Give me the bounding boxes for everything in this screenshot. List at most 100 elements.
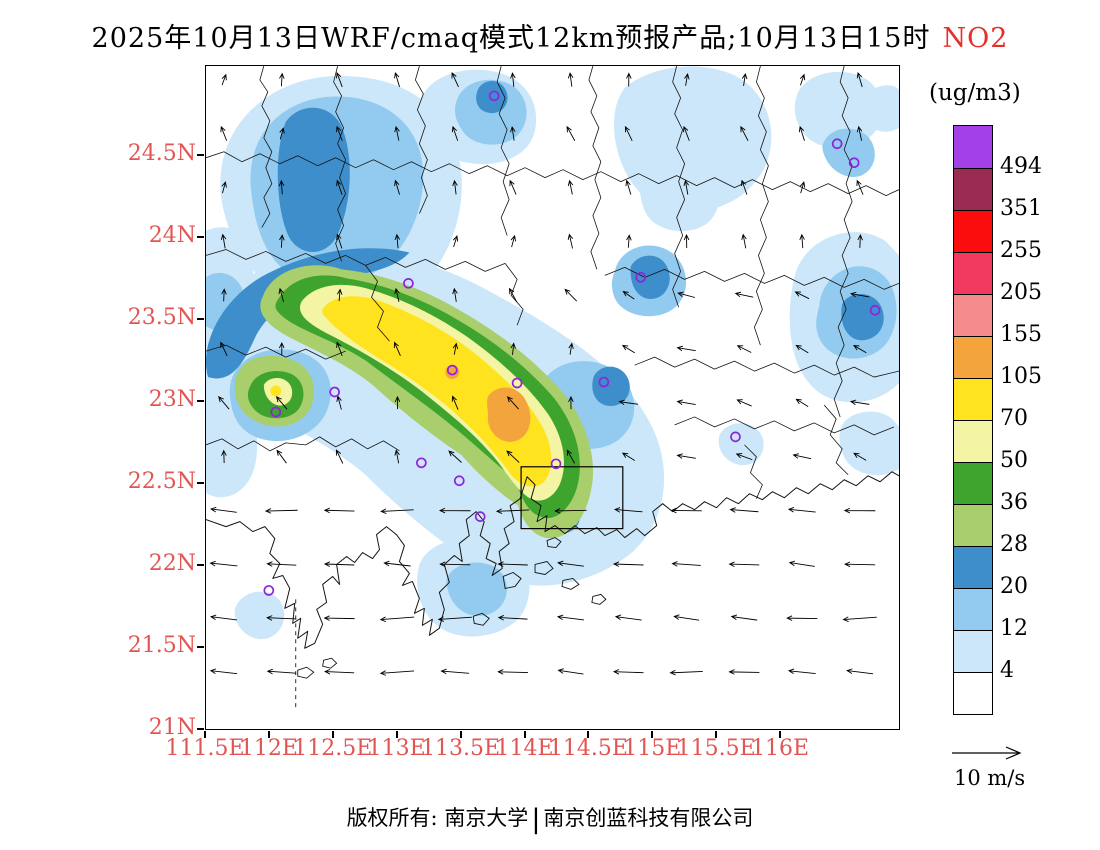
wind-arrow xyxy=(221,449,227,464)
lat-label: 21N xyxy=(148,715,196,740)
wind-arrow xyxy=(440,668,470,675)
wind-arrow xyxy=(730,614,758,621)
coastline-layer xyxy=(206,466,899,710)
colorbar-level-label: 28 xyxy=(1000,532,1028,557)
wind-arrow xyxy=(266,615,297,621)
boundary-lines-layer xyxy=(206,66,899,499)
wind-arrow xyxy=(556,614,584,621)
wind-arrow xyxy=(673,614,700,621)
wind-arrow xyxy=(566,125,576,141)
wind-arrow xyxy=(669,669,703,676)
page-title: 2025年10月13日WRF/cmaq模式12km预报产品;10月13日15时 N… xyxy=(0,16,1100,55)
wind-arrow xyxy=(510,342,516,355)
colorbar-level-label: 155 xyxy=(1000,322,1042,347)
station-marker xyxy=(474,511,486,522)
wind-arrow xyxy=(676,345,696,352)
wind-arrow xyxy=(323,615,355,621)
lon-label: 114E xyxy=(495,736,554,761)
lon-tick xyxy=(204,731,206,738)
wind-arrow xyxy=(221,73,227,86)
wind-arrow xyxy=(624,125,633,141)
colorbar-block xyxy=(954,336,992,378)
wind-arrow xyxy=(452,179,458,195)
wind-arrow xyxy=(728,561,760,567)
wind-arrow xyxy=(452,342,459,355)
wind-arrow xyxy=(842,616,877,622)
lat-tick xyxy=(197,154,204,156)
wind-arrow xyxy=(276,449,287,464)
wind-arrow xyxy=(843,507,876,514)
lat-label: 23N xyxy=(148,387,196,412)
wind-arrow xyxy=(509,287,518,303)
lon-label: 114.5E xyxy=(548,736,628,761)
wind-arrow xyxy=(510,234,517,248)
wind-arrow xyxy=(221,181,227,194)
wind-arrow xyxy=(798,125,805,141)
wind-arrow xyxy=(335,449,344,464)
wind-arrow xyxy=(394,179,400,195)
station-marker xyxy=(263,585,275,596)
colorbar-block xyxy=(954,630,992,672)
wind-arrow xyxy=(379,670,415,676)
station-marker xyxy=(453,475,465,487)
colorbar xyxy=(953,125,993,715)
lon-label: 116E xyxy=(751,736,810,761)
lat-tick xyxy=(197,482,204,484)
wind-arrow xyxy=(741,233,747,249)
wind-arrow xyxy=(857,234,863,248)
lon-tick xyxy=(267,731,270,738)
wind-arrow xyxy=(451,125,459,141)
station-marker xyxy=(511,377,523,389)
wind-arrow xyxy=(787,507,816,513)
wind-arrow xyxy=(221,288,227,302)
wind-arrow xyxy=(741,72,748,87)
station-marker xyxy=(730,431,741,443)
wind-arrow xyxy=(856,179,864,195)
footer-owner: 版权所有: 南京大学 xyxy=(346,806,529,830)
wind-arrow xyxy=(567,72,574,87)
lon-label: 112.5E xyxy=(293,736,373,761)
wind-arrow xyxy=(495,508,530,514)
lon-label: 111.5E xyxy=(165,736,245,761)
wind-arrow xyxy=(735,453,753,461)
wind-arrow xyxy=(394,395,401,410)
wind-arrow xyxy=(509,179,517,195)
map-canvas xyxy=(206,66,899,729)
wind-arrow xyxy=(853,452,867,461)
wind-arrow xyxy=(568,395,574,410)
colorbar-block xyxy=(954,252,992,294)
lon-label: 112E xyxy=(239,736,298,761)
wind-arrow xyxy=(683,233,690,248)
wind-arrow xyxy=(613,507,643,513)
colorbar-block xyxy=(954,546,992,588)
wind-arrow xyxy=(614,614,642,621)
lon-tick xyxy=(459,731,462,738)
wind-arrow xyxy=(323,507,355,514)
wind-vector-layer xyxy=(209,71,877,676)
wind-arrow xyxy=(736,345,752,353)
wind-arrow xyxy=(218,395,230,410)
wind-arrow xyxy=(856,71,863,88)
wind-arrow xyxy=(279,234,285,248)
wind-arrow xyxy=(612,561,644,567)
colorbar-level-label: 20 xyxy=(1000,574,1028,599)
colorbar-level-label: 494 xyxy=(1000,154,1042,179)
wind-arrow xyxy=(683,125,690,141)
wind-arrow xyxy=(209,668,238,675)
wind-arrow xyxy=(846,668,874,675)
wind-arrow xyxy=(856,125,863,141)
colorbar-unit: (ug/m3) xyxy=(929,80,1021,106)
colorbar-level-label: 36 xyxy=(1000,490,1028,515)
lon-label: 113E xyxy=(367,736,426,761)
wind-arrow xyxy=(506,396,519,410)
wind-arrow xyxy=(394,71,400,88)
wind-arrow xyxy=(729,507,759,513)
wind-arrow xyxy=(506,450,520,463)
wind-arrow xyxy=(437,616,472,622)
lon-tick xyxy=(395,731,398,738)
station-marker xyxy=(598,376,610,388)
wind-arrow xyxy=(795,398,809,408)
colorbar-block xyxy=(954,672,992,714)
lon-tick xyxy=(651,731,654,738)
lon-tick xyxy=(587,731,590,738)
